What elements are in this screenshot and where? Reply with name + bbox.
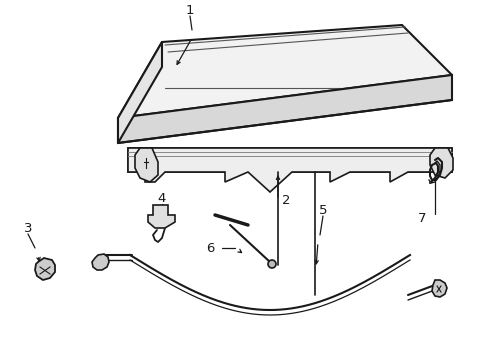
- Polygon shape: [92, 254, 109, 270]
- Polygon shape: [35, 258, 55, 280]
- Polygon shape: [432, 280, 447, 297]
- Text: 7: 7: [418, 212, 426, 225]
- Polygon shape: [128, 148, 452, 172]
- Text: 1: 1: [186, 4, 194, 17]
- Polygon shape: [135, 148, 158, 182]
- Polygon shape: [118, 42, 162, 143]
- Polygon shape: [118, 25, 452, 118]
- Polygon shape: [430, 148, 453, 178]
- Polygon shape: [118, 75, 452, 143]
- Polygon shape: [128, 148, 452, 192]
- Text: 2: 2: [282, 194, 290, 207]
- Text: 5: 5: [319, 203, 327, 216]
- Polygon shape: [148, 205, 175, 228]
- Circle shape: [268, 260, 276, 268]
- Text: 4: 4: [158, 192, 166, 204]
- Text: 3: 3: [24, 221, 32, 234]
- Text: 6: 6: [206, 242, 214, 255]
